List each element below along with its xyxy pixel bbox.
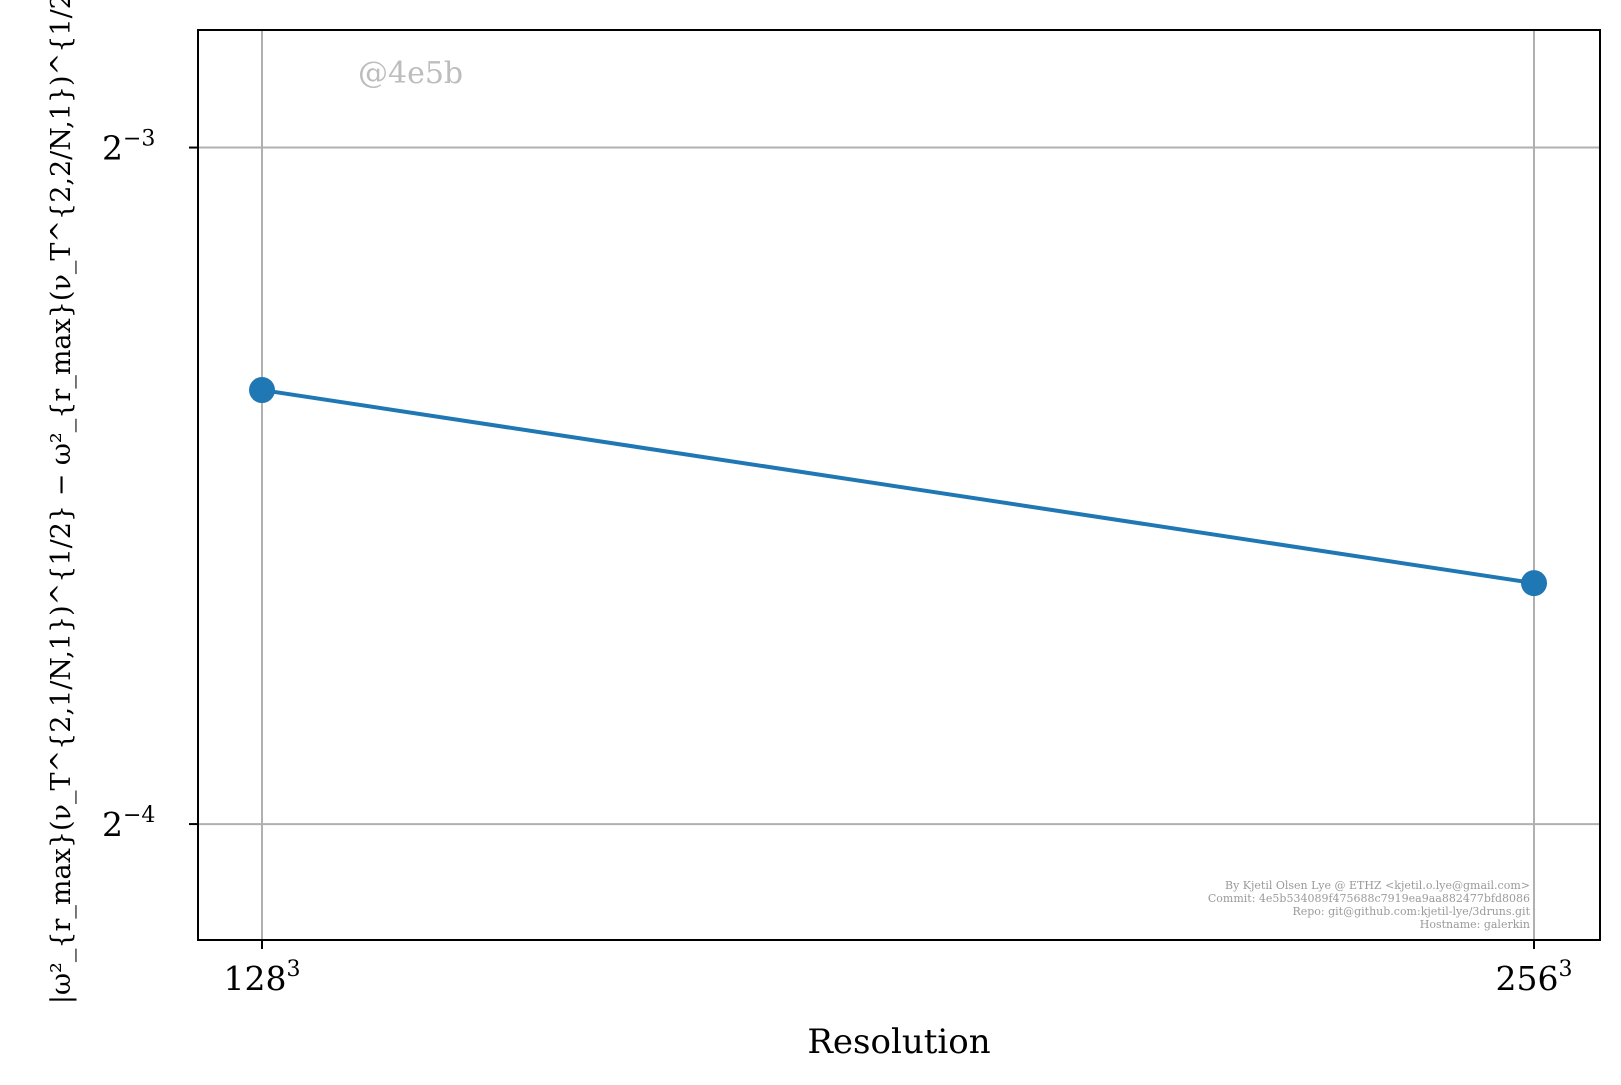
y-tick-label: 2−4 [102,803,155,844]
credit-author: By Kjetil Olsen Lye @ ETHZ <kjetil.o.lye… [1225,879,1530,892]
credit-commit: Commit: 4e5b534089f475688c7919ea9aa88247… [1208,892,1530,905]
x-tick-label-exponent: 3 [1559,957,1573,982]
y-tick-label-exponent: −4 [123,803,155,828]
credit-hostname: Hostname: galerkin [1420,918,1530,931]
x-tick-label-base: 128 [224,959,287,998]
x-tick-label-base: 256 [1496,959,1559,998]
x-tick-label: 2563 [1496,957,1573,998]
series [249,377,1547,597]
x-tick-label: 1283 [224,957,301,998]
credits: By Kjetil Olsen Lye @ ETHZ <kjetil.o.lye… [1208,879,1531,931]
y-axis-label: |ω²_{r_max}(ν_T^{2,1/N,1})^{1/2} − ω²_{r… [46,0,77,1004]
credit-repo: Repo: git@github.com:kjetil-lye/3druns.g… [1292,905,1530,918]
y-tick-label-exponent: −3 [123,127,155,152]
grid [198,30,1600,940]
plot-frame [197,29,1601,941]
y-tick-label-base: 2 [102,805,123,844]
y-axis-label-text: |ω²_{r_max}(ν_T^{2,1/N,1})^{1/2} − ω²_{r… [46,0,77,1004]
x-axis-label: Resolution [807,1022,990,1062]
watermark: @4e5b [358,56,463,91]
data-point [1521,570,1547,597]
y-tick-label: 2−3 [102,127,155,168]
y-tick-label-base: 2 [102,129,123,168]
data-point [249,377,275,404]
series-line [261,388,1535,586]
x-tick-label-exponent: 3 [287,957,301,982]
